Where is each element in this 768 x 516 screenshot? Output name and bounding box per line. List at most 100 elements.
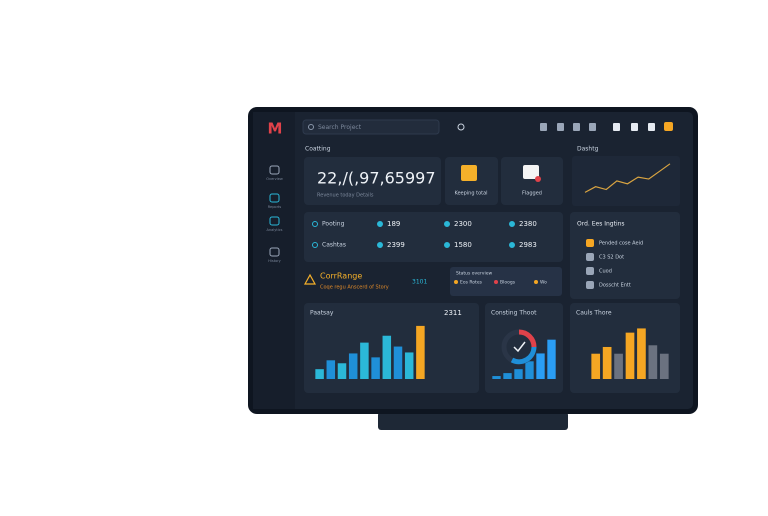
bar (360, 342, 369, 379)
stat-icon (312, 242, 318, 248)
donut-check (513, 341, 526, 353)
stat-icon (444, 242, 450, 248)
trend-panel (572, 156, 680, 206)
mini-card-title: Status overview (456, 271, 492, 277)
stat-text: Cashtas (322, 242, 346, 249)
tool-icon[interactable] (648, 123, 655, 131)
trend-line (584, 163, 671, 193)
bar (625, 332, 635, 379)
alert-icon (303, 273, 317, 285)
nav-icon[interactable] (269, 193, 280, 203)
brand-logo: M (268, 120, 283, 138)
alert-text: Coqe regu Anscerd of Story (320, 285, 389, 291)
chart-title: Cauls Thore (576, 310, 612, 317)
stat-icon (509, 242, 515, 248)
chart-value: 2311 (444, 309, 462, 317)
bar (602, 346, 612, 379)
summary-card (304, 157, 441, 205)
mini-dot (534, 280, 538, 284)
bar (404, 352, 414, 379)
monitor-stand (378, 412, 568, 430)
nav-icon[interactable] (269, 165, 280, 175)
tool-icon[interactable] (664, 122, 673, 131)
card-b[interactable] (501, 157, 563, 205)
bar (371, 357, 380, 379)
mini-item: Eos Rotes (460, 280, 483, 286)
search-placeholder: Search Project (318, 124, 362, 131)
search-icon (308, 124, 314, 130)
chart-panel (570, 303, 680, 393)
order-item: Pended cose Aeid (599, 241, 643, 247)
bar (348, 353, 358, 379)
stat-text: 2983 (519, 241, 537, 249)
alert-title: CorrRange (320, 272, 362, 281)
mini-dot (454, 280, 458, 284)
nav-label: Overview (266, 177, 283, 181)
nav-label: Analytics (267, 228, 283, 232)
bar (648, 345, 658, 379)
stat-icon (377, 242, 383, 248)
order-icon (586, 267, 594, 275)
tool-icon[interactable] (631, 123, 638, 131)
bar (637, 328, 646, 379)
search-bar[interactable] (302, 119, 440, 135)
orders-title: Ord. Ees Ingtins (577, 221, 625, 228)
bar (536, 353, 545, 379)
card-b-icon (523, 165, 539, 179)
card-a-label: Keeping total (454, 191, 487, 197)
order-item: Cuod (599, 269, 612, 275)
bar (659, 353, 669, 379)
tool-icon[interactable] (613, 123, 620, 131)
stat-text: 2300 (454, 220, 472, 228)
stat-text: 1580 (454, 241, 472, 249)
chart-title: Consting Thoot (491, 310, 537, 317)
bar (337, 363, 347, 379)
mini-dot (494, 280, 498, 284)
order-item: Dosscht Entt (599, 283, 631, 289)
mini-item: Bloogs (500, 280, 516, 286)
summary-caption: Revenue today Details (317, 193, 374, 199)
nav-icon[interactable] (269, 216, 280, 226)
stat-icon (444, 221, 450, 227)
nav-icon[interactable] (269, 247, 280, 257)
bar (525, 361, 534, 379)
tool-icon[interactable] (589, 123, 596, 131)
tool-icon[interactable] (573, 123, 580, 131)
bar (315, 369, 324, 379)
tool-icon[interactable] (557, 123, 564, 131)
bar (547, 339, 556, 379)
stat-text: 189 (387, 220, 400, 228)
order-icon (586, 253, 594, 261)
bar (492, 376, 501, 379)
stat-icon (509, 221, 515, 227)
summary-value: 22,/(,97,65997 (317, 169, 436, 188)
stat-text: 2399 (387, 241, 405, 249)
chart-title: Paatsay (310, 310, 334, 317)
bar (514, 369, 523, 379)
bar (326, 360, 336, 379)
stat-icon (377, 221, 383, 227)
mini-card (450, 267, 562, 296)
tool-icon[interactable] (540, 123, 547, 131)
stat-icon (312, 221, 318, 227)
nav-label: Reports (268, 205, 282, 209)
toggle-icon[interactable] (457, 123, 465, 131)
bar (503, 373, 512, 379)
bar (382, 335, 392, 379)
card-b-label: Flagged (522, 191, 542, 197)
stat-text: 2380 (519, 220, 537, 228)
bar (614, 353, 623, 379)
card-a-icon (461, 165, 477, 181)
order-item: C3 S2 Dot (599, 255, 624, 261)
donut-arc (510, 346, 537, 365)
bar (393, 346, 403, 379)
bar (416, 325, 425, 379)
chart-panel (304, 303, 479, 393)
nav-label: History (268, 259, 280, 263)
order-icon (586, 281, 594, 289)
order-icon (586, 239, 594, 247)
orders-panel (570, 212, 680, 299)
trend-title: Dashtg (577, 146, 599, 153)
